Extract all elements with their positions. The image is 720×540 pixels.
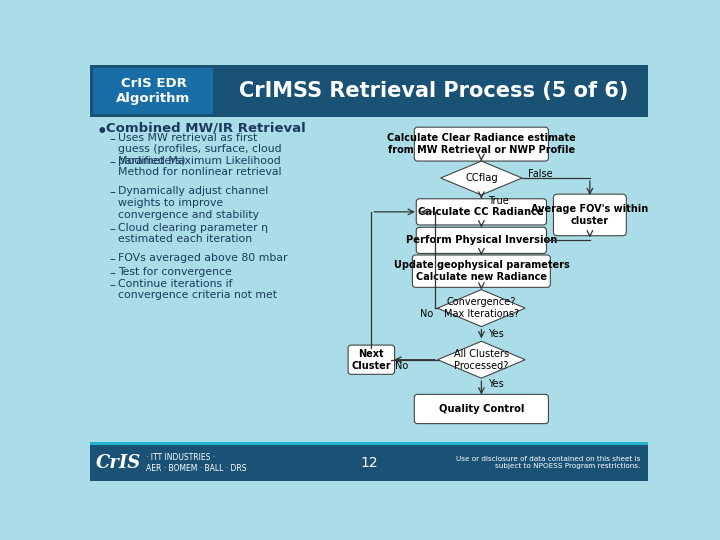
FancyBboxPatch shape bbox=[348, 345, 395, 374]
Polygon shape bbox=[438, 341, 525, 378]
Text: Combined MW/IR Retrieval: Combined MW/IR Retrieval bbox=[106, 122, 305, 135]
Text: Use or disclosure of data contained on this sheet is
subject to NPOESS Program r: Use or disclosure of data contained on t… bbox=[456, 456, 640, 469]
Text: All Clusters
Processed?: All Clusters Processed? bbox=[454, 349, 509, 370]
FancyBboxPatch shape bbox=[416, 199, 546, 225]
FancyBboxPatch shape bbox=[414, 394, 549, 423]
Bar bbox=[90, 65, 648, 117]
Polygon shape bbox=[438, 289, 525, 327]
Text: –: – bbox=[109, 279, 115, 292]
Text: Cloud clearing parameter η
estimated each iteration: Cloud clearing parameter η estimated eac… bbox=[118, 222, 268, 244]
Text: Test for convergence: Test for convergence bbox=[118, 267, 232, 276]
Text: Yes: Yes bbox=[487, 328, 503, 339]
Text: Update geophysical parameters
Calculate new Radiance: Update geophysical parameters Calculate … bbox=[394, 260, 570, 282]
Polygon shape bbox=[441, 161, 522, 195]
Text: Average FOV's within
cluster: Average FOV's within cluster bbox=[531, 204, 649, 226]
Text: –: – bbox=[109, 186, 115, 199]
Bar bbox=[90, 445, 648, 481]
FancyBboxPatch shape bbox=[554, 194, 626, 236]
Text: Uses MW retrieval as first
guess (profiles, surface, cloud
parameters): Uses MW retrieval as first guess (profil… bbox=[118, 132, 282, 166]
Bar bbox=[93, 68, 213, 114]
Text: No: No bbox=[395, 361, 408, 371]
Text: Next
Cluster: Next Cluster bbox=[351, 349, 391, 370]
Text: Calculate CC Radiance: Calculate CC Radiance bbox=[418, 207, 544, 217]
Text: •: • bbox=[96, 123, 107, 141]
Text: Perform Physical Inversion: Perform Physical Inversion bbox=[405, 235, 557, 245]
Text: False: False bbox=[528, 169, 552, 179]
Text: Calculate Clear Radiance estimate
from MW Retrieval or NWP Profile: Calculate Clear Radiance estimate from M… bbox=[387, 133, 576, 155]
Text: –: – bbox=[109, 156, 115, 168]
Text: CrIS: CrIS bbox=[96, 454, 141, 472]
Text: Yes: Yes bbox=[487, 379, 503, 389]
Text: CrIMSS Retrieval Process (5 of 6): CrIMSS Retrieval Process (5 of 6) bbox=[238, 81, 628, 101]
Text: No: No bbox=[420, 309, 433, 319]
FancyBboxPatch shape bbox=[416, 227, 546, 253]
Text: 12: 12 bbox=[360, 456, 378, 470]
FancyBboxPatch shape bbox=[414, 127, 549, 161]
Text: Dynamically adjust channel
weights to improve
convergence and stability: Dynamically adjust channel weights to im… bbox=[118, 186, 268, 220]
Text: Quality Control: Quality Control bbox=[438, 404, 524, 414]
Text: CrIS EDR
Algorithm: CrIS EDR Algorithm bbox=[117, 77, 191, 105]
FancyBboxPatch shape bbox=[413, 255, 550, 287]
Text: FOVs averaged above 80 mbar: FOVs averaged above 80 mbar bbox=[118, 253, 287, 264]
Text: –: – bbox=[109, 132, 115, 146]
Text: –: – bbox=[109, 222, 115, 235]
Text: · ITT INDUSTRIES ·
AER · BOMEM · BALL · DRS: · ITT INDUSTRIES · AER · BOMEM · BALL · … bbox=[145, 453, 246, 472]
Text: Continue iterations if
convergence criteria not met: Continue iterations if convergence crite… bbox=[118, 279, 277, 300]
Text: –: – bbox=[109, 267, 115, 280]
Text: –: – bbox=[109, 253, 115, 266]
Bar bbox=[90, 442, 648, 445]
Text: Modified Maximum Likelihood
Method for nonlinear retrieval: Modified Maximum Likelihood Method for n… bbox=[118, 156, 282, 177]
Text: CCflag: CCflag bbox=[465, 173, 498, 183]
Text: True: True bbox=[487, 196, 508, 206]
Text: Convergence?
Max Iterations?: Convergence? Max Iterations? bbox=[444, 298, 519, 319]
